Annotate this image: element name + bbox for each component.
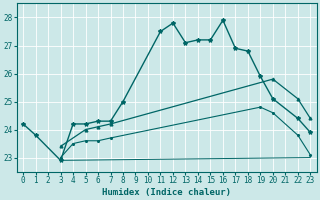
X-axis label: Humidex (Indice chaleur): Humidex (Indice chaleur) [102,188,231,197]
